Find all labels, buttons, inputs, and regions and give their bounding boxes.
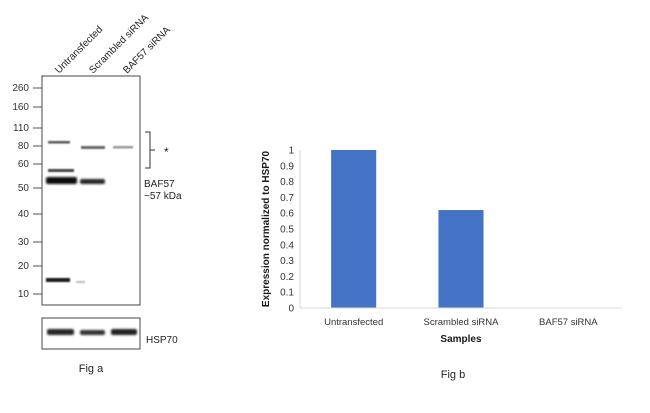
x-category-label: BAF57 siRNA [539,317,598,328]
band-85kda-lane2 [81,146,105,149]
y-tick-label: 0.3 [280,256,294,267]
band-85kda-lane3 [113,146,133,149]
y-tick-label: 0.4 [280,240,294,251]
y-tick-label: 0.9 [280,161,294,172]
band-baf57-lane1 [46,177,77,184]
western-blot-panel: Untransfected Scrambled siRNA BAF57 siRN… [12,12,182,375]
fig-a-caption: Fig a [79,363,104,375]
y-tick-label: 0.7 [280,193,294,204]
band-16kda-lane1 [46,278,70,282]
main-blot-membrane [41,75,141,306]
x-axis-title: Samples [440,334,482,345]
hsp70-band-lane3 [111,329,137,335]
mw-marker-80: 80 [18,141,30,152]
mw-marker-10: 10 [18,289,30,300]
mw-marker-110: 110 [13,123,29,134]
x-category-label: Untransfected [324,317,383,328]
band-65kda-lane1 [48,169,74,172]
baf57-band-label: BAF57 [144,179,175,190]
band-85kda-lane1 [48,141,70,144]
y-tick-label: 1 [288,146,294,157]
mw-marker-60: 60 [18,159,30,170]
x-axis-categories: Untransfected Scrambled siRNA BAF57 siRNA [324,317,598,328]
bar-untransfected [331,150,377,308]
lane-label-scrambled-sirna: Scrambled siRNA [87,12,151,76]
mw-marker-40: 40 [18,209,30,220]
bar-series [331,150,484,308]
y-axis-title: Expression normalized to HSP70 [261,150,272,307]
hsp70-band-lane2 [80,330,105,335]
y-axis-ticks: 0 0.1 0.2 0.3 0.4 0.5 0.6 0.7 0.8 0.9 1 [280,146,294,315]
hsp70-label: HSP70 [146,335,178,346]
mw-marker-260: 260 [12,83,29,94]
y-tick-label: 0.6 [280,209,294,220]
y-tick-label: 0.2 [280,272,294,283]
bar-scrambled-sirna [438,210,484,308]
mw-ladder: 260 160 110 80 60 50 40 30 20 10 [12,83,42,300]
y-tick-label: 0.1 [280,288,294,299]
mw-marker-160: 160 [12,102,29,113]
asterisk-marker: * [164,145,169,159]
bar-chart-panel: 0 0.1 0.2 0.3 0.4 0.5 0.6 0.7 0.8 0.9 1 Untransfec… [261,146,622,381]
nonspecific-bracket [145,131,155,169]
band-baf57-lane2 [80,179,105,184]
hsp70-band-lane1 [47,329,74,335]
y-tick-label: 0 [288,304,294,315]
y-tick-label: 0.8 [280,177,294,188]
x-category-label: Scrambled siRNA [424,317,500,328]
y-tick-label: 0.5 [280,225,294,236]
mw-marker-20: 20 [18,261,30,272]
band-16kda-lane2-faint [76,281,85,283]
mw-marker-30: 30 [18,237,30,248]
fig-b-caption: Fig b [441,369,465,381]
blot-bands [46,141,133,283]
baf57-size-label: ~57 kDa [144,191,182,202]
mw-marker-50: 50 [18,183,30,194]
